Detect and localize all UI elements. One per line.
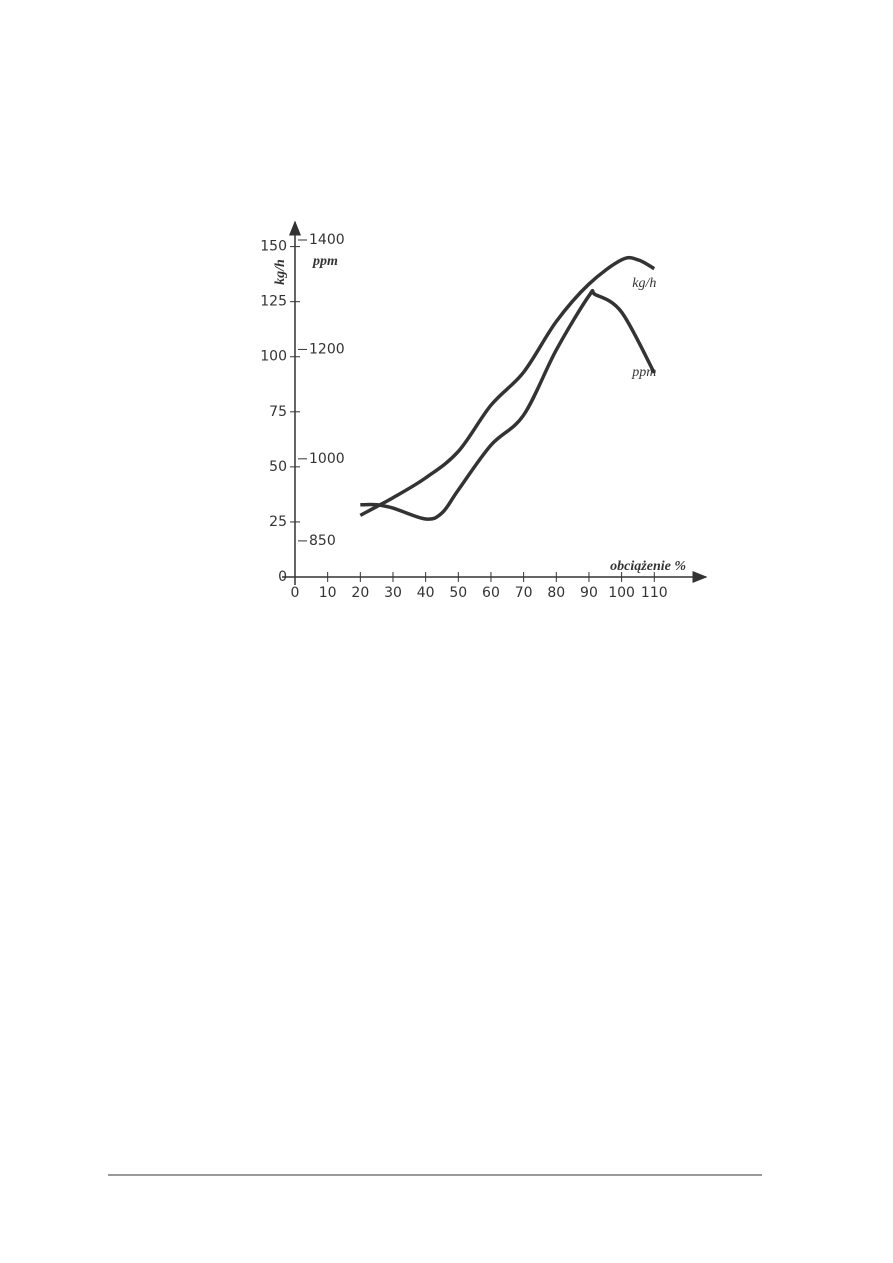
x-tick-label: 50 (449, 585, 467, 601)
series-label: kg/h (632, 276, 656, 291)
x-tick-label: 80 (547, 585, 565, 601)
x-tick-label: 110 (641, 585, 668, 601)
y-tick-label: 50 (269, 459, 287, 475)
y2-tick-label: 1000 (309, 451, 345, 467)
y-axis-title: kg/h (273, 259, 288, 285)
y-tick-label: 100 (260, 349, 287, 365)
y2-tick-label: 850 (309, 533, 336, 549)
x-tick-label: 70 (515, 585, 533, 601)
x-tick-label: 90 (580, 585, 598, 601)
x-tick-label: 0 (291, 585, 300, 601)
y-tick-label: 25 (269, 514, 287, 530)
y-tick-label: 150 (260, 239, 287, 255)
x-tick-label: 40 (417, 585, 435, 601)
y2-axis-title: ppm (312, 254, 338, 269)
x-tick-label: 20 (351, 585, 369, 601)
x-tick-label: 10 (319, 585, 337, 601)
series-label: ppm (631, 365, 656, 380)
x-tick-label: 100 (608, 585, 635, 601)
y2-tick-label: 1400 (309, 232, 345, 248)
series-line (360, 288, 656, 521)
x-axis-title: obciążenie % (610, 559, 686, 574)
series-line (359, 255, 656, 517)
y2-tick-label: 1200 (309, 341, 345, 357)
x-tick-label: 30 (384, 585, 402, 601)
y-tick-label: 75 (269, 404, 287, 420)
y-tick-label: 125 (260, 294, 287, 310)
y-tick-label: 0 (278, 569, 287, 585)
x-tick-label: 60 (482, 585, 500, 601)
